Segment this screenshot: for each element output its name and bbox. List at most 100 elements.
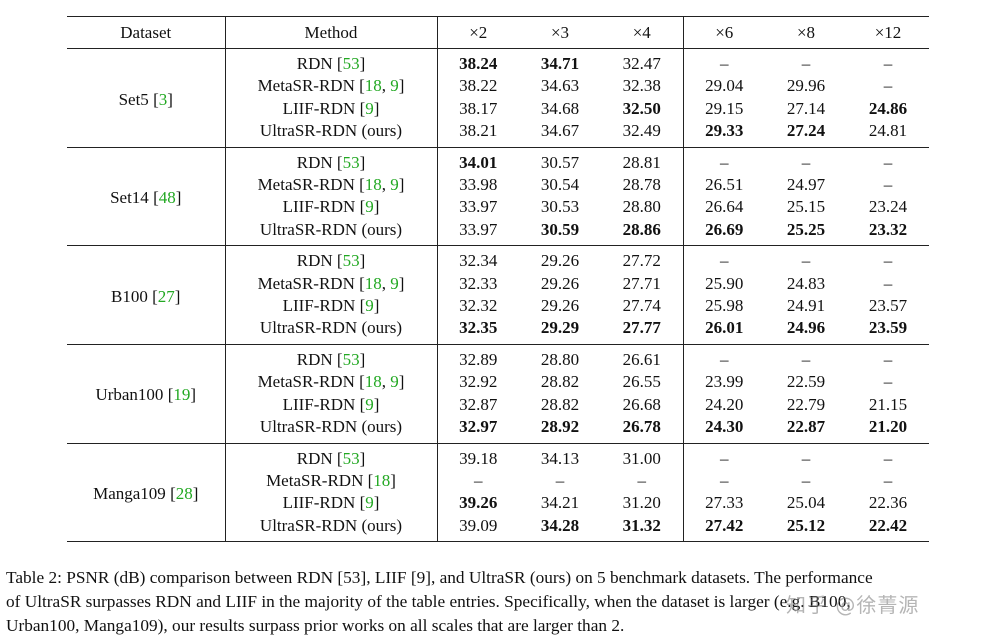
table-caption: Table 2: PSNR (dB) comparison between RD… [6,566,1000,638]
results-table-container: Dataset Method ×2 ×3 ×4 ×6 ×8 ×12 Set5 [… [67,16,929,542]
citation-ref[interactable]: 27 [157,286,175,306]
psnr-value-cell: – [720,470,729,490]
psnr-value-cell: 28.78 [601,174,684,197]
table-row: Urban100 [19] RDN [53] 32.89 28.80 26.61 – – – [67,344,929,443]
psnr-value-cell: 25.15 [786,197,826,217]
table-row: UltraSR-RDN (ours) 33.97 30.59 28.86 26.69 25… [67,218,929,246]
psnr-value-cell: – [883,349,893,369]
psnr-value-cell: 30.53 [540,197,580,217]
citation-ref[interactable]: 9 [390,273,399,293]
psnr-value-cell: 28.82 [540,372,580,392]
psnr-value-cell: 34.28 [540,515,580,535]
method-cell: RDN [53] [225,443,438,470]
dataset-cell: Manga109 [28] [67,443,226,542]
psnr-value-cell: 29.04 [705,76,744,96]
method-cell: MetaSR-RDN [18, 9] [225,371,438,394]
method-cell: LIIF-RDN [9] [225,295,438,318]
psnr-value-cell: – [883,152,893,172]
psnr-value-cell: 30.57 [540,152,580,172]
method-cell: MetaSR-RDN [18, 9] [225,272,438,296]
psnr-value-cell: 26.01 [705,318,744,338]
psnr-value-cell: 34.01 [459,152,498,172]
psnr-value-cell: 29.29 [540,318,580,338]
psnr-value-cell: 27.77 [601,317,684,345]
citation-ref[interactable]: 9 [390,372,399,392]
psnr-value-cell: 34.71 [540,54,580,73]
psnr-value-cell: 26.55 [601,371,684,394]
psnr-value-cell: 25.98 [705,296,744,316]
psnr-value-cell: 23.59 [868,318,908,338]
citation-ref[interactable]: 9 [365,394,374,414]
method-cell: UltraSR-RDN (ours) [225,218,438,246]
citation-ref[interactable]: 53 [342,251,360,271]
psnr-value-cell: – [883,175,893,195]
psnr-value-cell: 25.25 [786,219,826,239]
citation-ref[interactable]: 9 [365,296,374,316]
psnr-value-cell: 23.57 [868,296,908,316]
psnr-value-cell: 26.68 [601,393,684,417]
table-row: UltraSR-RDN (ours) 38.21 34.67 32.49 29.33 27… [67,120,929,148]
citation-ref[interactable]: 9 [390,175,399,195]
dataset-cell: B100 [27] [67,245,226,345]
header-scale: ×6 [715,23,734,42]
psnr-value-cell: 26.64 [705,197,744,217]
citation-ref[interactable]: 53 [342,448,360,468]
method-name: MetaSR-RDN [257,175,355,195]
table-row: UltraSR-RDN (ours) 39.09 34.28 31.32 27.42 25… [67,514,929,542]
dataset-name: Manga109 [93,484,166,504]
caption-line: Table 2: PSNR (dB) comparison between RD… [6,568,873,587]
psnr-value-cell: 24.83 [786,273,826,293]
method-cell: LIIF-RDN [9] [225,97,438,121]
psnr-value-cell: 29.96 [786,76,826,96]
method-name: LIIF-RDN [282,197,356,217]
citation-ref[interactable]: 18 [364,76,382,96]
table-row: MetaSR-RDN [18, 9] 32.33 29.26 27.71 25.90 24… [67,272,929,296]
citation-ref[interactable]: 18 [364,175,382,195]
citation-ref[interactable]: 18 [364,273,382,293]
psnr-value-cell: 25.90 [705,273,744,293]
citation-ref[interactable]: 9 [365,493,374,513]
psnr-comparison-table: Dataset Method ×2 ×3 ×4 ×6 ×8 ×12 Set5 [… [67,16,929,542]
psnr-value-cell: 29.33 [705,121,744,141]
citation-ref[interactable]: 53 [342,349,360,369]
method-name: RDN [296,448,333,468]
table-row: MetaSR-RDN [18, 9] 38.22 34.63 32.38 29.04 29… [67,75,929,98]
header-scale: ×8 [796,23,816,42]
method-cell: RDN [53] [225,48,438,76]
table-row: B100 [27] RDN [53] 32.34 29.26 27.72– – – [67,245,929,345]
citation-ref[interactable]: 18 [373,470,391,490]
citation-ref[interactable]: 48 [158,188,176,208]
psnr-value-cell: 33.98 [459,175,498,195]
citation-ref[interactable]: 9 [365,197,374,217]
method-name: UltraSR-RDN (ours) [259,121,403,141]
citation-ref[interactable]: 19 [173,385,191,405]
citation-ref[interactable]: 53 [342,54,360,73]
method-name: UltraSR-RDN (ours) [259,219,403,239]
psnr-value-cell: 28.82 [540,394,580,414]
psnr-value-cell: 27.33 [705,493,744,513]
dataset-cell: Set5 [3] [67,48,226,148]
method-name: MetaSR-RDN [266,470,364,490]
psnr-value-cell: 29.26 [540,273,580,293]
psnr-value-cell: 21.15 [868,394,908,414]
citation-ref[interactable]: 28 [175,484,193,504]
citation-ref[interactable]: 9 [365,98,374,118]
dataset-group: Set5 [3] RDN [53] 38.24 34.71 32.47– – – MetaSR… [67,48,929,148]
psnr-value-cell: – [801,470,811,490]
header-dataset: Dataset [67,16,226,49]
psnr-value-cell: – [720,54,729,73]
psnr-value-cell: – [883,448,893,468]
psnr-value-cell: 25.12 [786,515,826,535]
header-scale: ×4 [601,16,684,49]
psnr-value-cell: 38.22 [459,76,498,96]
header-scale: ×2 [469,23,488,42]
psnr-value-cell: 27.74 [601,295,684,318]
citation-ref[interactable]: 9 [390,76,399,96]
citation-ref[interactable]: 3 [158,89,168,109]
method-name: RDN [296,251,333,271]
citation-ref[interactable]: 18 [364,372,382,392]
citation-ref[interactable]: 53 [342,152,360,172]
psnr-value-cell: – [720,251,729,271]
psnr-value-cell: – [883,54,893,73]
table-row: UltraSR-RDN (ours) 32.35 29.29 27.77 26.01 24… [67,317,929,345]
